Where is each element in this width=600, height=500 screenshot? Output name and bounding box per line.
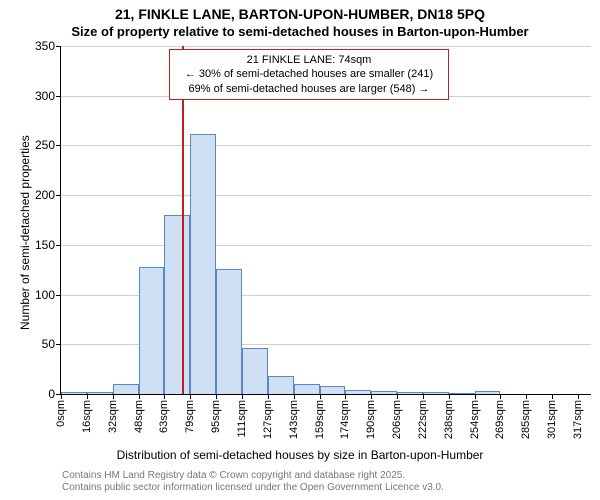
xtick-label: 48sqm xyxy=(133,400,145,433)
xtick-label: 285sqm xyxy=(520,400,532,439)
footer-line-1: Contains HM Land Registry data © Crown c… xyxy=(62,470,444,482)
ytick-label: 50 xyxy=(42,337,61,351)
xtick-mark xyxy=(423,394,424,399)
xtick-mark xyxy=(242,394,243,399)
xtick-label: 238sqm xyxy=(443,400,455,439)
annotation-line-3: 69% of semi-detached houses are larger (… xyxy=(176,82,442,96)
xtick-label: 79sqm xyxy=(184,400,196,433)
histogram-bar xyxy=(320,386,344,394)
xtick-mark xyxy=(475,394,476,399)
xtick-mark xyxy=(500,394,501,399)
chart-subtitle: Size of property relative to semi-detach… xyxy=(0,24,600,39)
histogram-bar xyxy=(190,134,216,395)
xtick-mark xyxy=(552,394,553,399)
histogram-bar xyxy=(475,391,499,394)
ytick-label: 100 xyxy=(35,288,61,302)
xtick-mark xyxy=(268,394,269,399)
xtick-mark xyxy=(449,394,450,399)
xtick-mark xyxy=(216,394,217,399)
xtick-label: 190sqm xyxy=(365,400,377,439)
histogram-bar xyxy=(164,215,190,394)
grid-line xyxy=(61,145,591,146)
xtick-label: 269sqm xyxy=(494,400,506,439)
xtick-label: 16sqm xyxy=(81,400,93,433)
histogram-bar xyxy=(397,392,423,394)
xtick-label: 159sqm xyxy=(314,400,326,439)
ytick-label: 0 xyxy=(48,387,61,401)
histogram-bar xyxy=(449,393,475,394)
xtick-mark xyxy=(526,394,527,399)
annotation-box: 21 FINKLE LANE: 74sqm← 30% of semi-detac… xyxy=(169,49,449,100)
plot-area: 0501001502002503003500sqm16sqm32sqm48sqm… xyxy=(60,46,591,395)
xtick-mark xyxy=(61,394,62,399)
ytick-label: 150 xyxy=(35,238,61,252)
xtick-label: 127sqm xyxy=(262,400,274,439)
xtick-label: 301sqm xyxy=(546,400,558,439)
xtick-mark xyxy=(345,394,346,399)
x-axis-label: Distribution of semi-detached houses by … xyxy=(0,448,600,462)
grid-line xyxy=(61,245,591,246)
chart-container: 21, FINKLE LANE, BARTON-UPON-HUMBER, DN1… xyxy=(0,0,600,500)
footer-attribution: Contains HM Land Registry data © Crown c… xyxy=(62,470,444,494)
xtick-label: 63sqm xyxy=(158,400,170,433)
xtick-label: 143sqm xyxy=(288,400,300,439)
grid-line xyxy=(61,195,591,196)
histogram-bar xyxy=(294,384,320,394)
histogram-bar xyxy=(139,267,163,394)
xtick-mark xyxy=(397,394,398,399)
xtick-label: 111sqm xyxy=(236,400,248,438)
chart-title: 21, FINKLE LANE, BARTON-UPON-HUMBER, DN1… xyxy=(0,6,600,22)
histogram-bar xyxy=(61,392,87,394)
xtick-label: 95sqm xyxy=(210,400,222,433)
xtick-label: 222sqm xyxy=(417,400,429,439)
xtick-mark xyxy=(164,394,165,399)
grid-line xyxy=(61,46,591,47)
histogram-bar xyxy=(423,392,449,394)
xtick-mark xyxy=(190,394,191,399)
y-axis-label: Number of semi-detached properties xyxy=(18,135,32,330)
histogram-bar xyxy=(216,269,242,394)
annotation-line-2: ← 30% of semi-detached houses are smalle… xyxy=(176,67,442,81)
xtick-mark xyxy=(320,394,321,399)
xtick-label: 206sqm xyxy=(391,400,403,439)
histogram-bar xyxy=(87,392,113,394)
xtick-mark xyxy=(113,394,114,399)
ytick-label: 300 xyxy=(35,89,61,103)
xtick-label: 254sqm xyxy=(469,400,481,439)
footer-line-2: Contains public sector information licen… xyxy=(62,482,444,494)
xtick-label: 0sqm xyxy=(55,400,67,427)
xtick-label: 32sqm xyxy=(107,400,119,433)
xtick-mark xyxy=(139,394,140,399)
ytick-label: 200 xyxy=(35,188,61,202)
annotation-line-1: 21 FINKLE LANE: 74sqm xyxy=(176,53,442,67)
histogram-bar xyxy=(371,391,397,394)
xtick-label: 174sqm xyxy=(339,400,351,439)
xtick-mark xyxy=(294,394,295,399)
xtick-mark xyxy=(371,394,372,399)
histogram-bar xyxy=(113,384,139,394)
xtick-label: 317sqm xyxy=(572,400,584,439)
histogram-bar xyxy=(345,390,371,394)
ytick-label: 250 xyxy=(35,138,61,152)
xtick-mark xyxy=(87,394,88,399)
histogram-bar xyxy=(268,376,294,394)
histogram-bar xyxy=(242,348,268,394)
xtick-mark xyxy=(578,394,579,399)
ytick-label: 350 xyxy=(35,39,61,53)
